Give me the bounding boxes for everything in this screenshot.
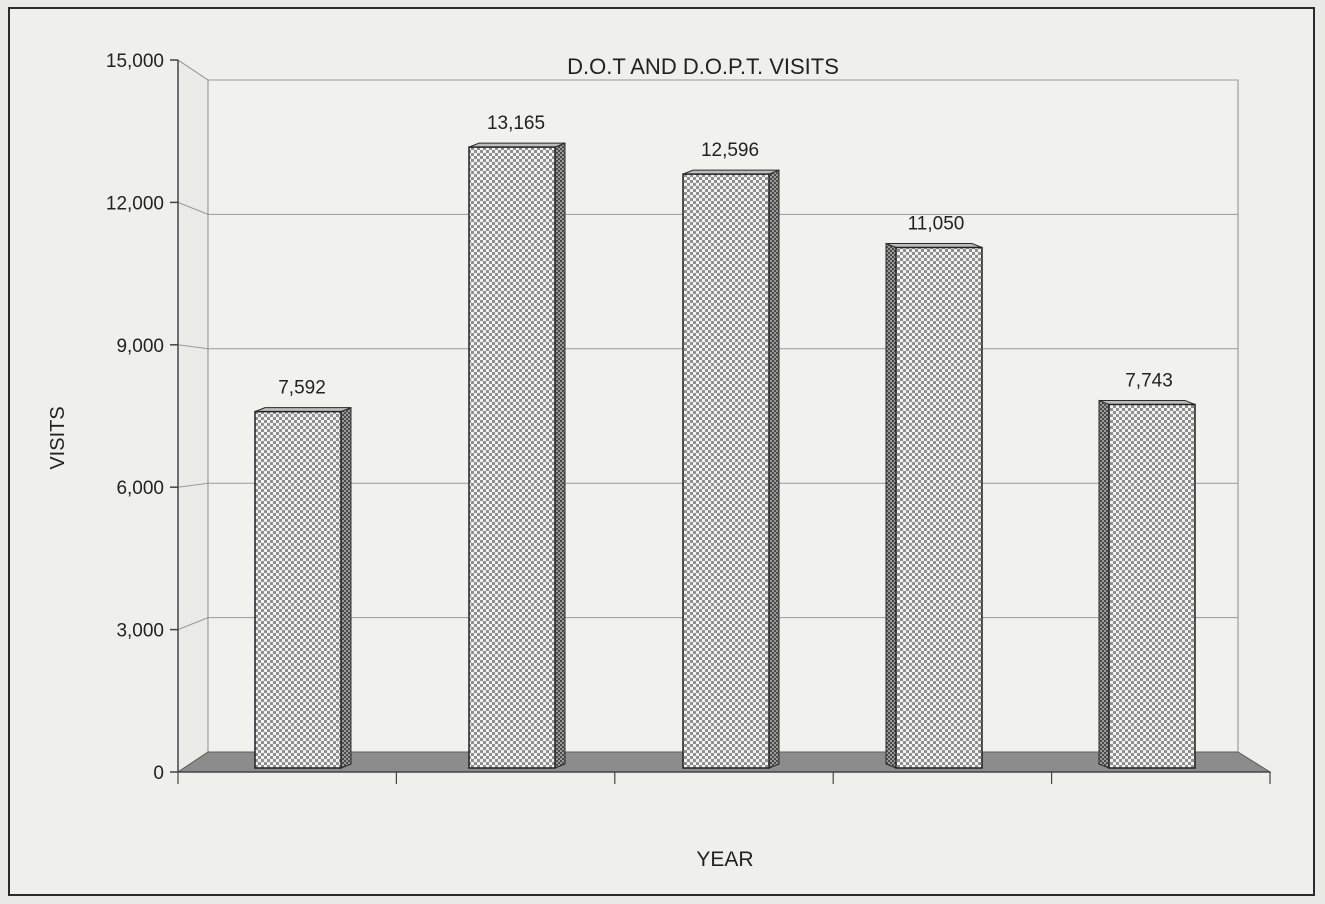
- bar-side: [554, 142, 566, 769]
- x-ticks: [177, 772, 1271, 784]
- gridline-side: [177, 201, 209, 215]
- x-axis-label: YEAR: [696, 848, 753, 871]
- data-label: 13,165: [487, 113, 545, 134]
- side-wall: [177, 59, 209, 773]
- bar-front: [468, 146, 556, 769]
- bar-front: [1108, 403, 1196, 769]
- data-label: 7,592: [278, 378, 326, 399]
- chart-title: D.O.T AND D.O.P.T. VISITS: [567, 54, 839, 79]
- data-label: 12,596: [701, 140, 759, 161]
- y-tick-label: 0: [153, 763, 164, 784]
- y-tick-label: 3,000: [116, 621, 164, 642]
- bars: [254, 142, 1196, 769]
- y-tick-label: 9,000: [116, 336, 164, 357]
- bar: [682, 169, 780, 769]
- data-label: 11,050: [908, 213, 965, 234]
- bar: [254, 406, 352, 769]
- y-tick-label: 15,000: [106, 51, 164, 72]
- bar: [468, 142, 566, 769]
- bar: [885, 242, 983, 769]
- gridline-side: [177, 617, 209, 631]
- y-ticks: 0 3,000 6,000 9,000 12,000 15,000: [106, 51, 178, 784]
- bar-side: [768, 169, 780, 769]
- bar-front: [254, 410, 342, 769]
- data-label: 7,743: [1125, 370, 1173, 391]
- y-tick-label: 12,000: [106, 193, 164, 214]
- bar-front: [895, 246, 983, 769]
- gridline-side: [177, 344, 209, 350]
- y-tick-label: 6,000: [116, 478, 164, 499]
- bar-side: [340, 406, 352, 769]
- gridline-side: [177, 482, 209, 488]
- bar: [1098, 399, 1196, 769]
- gridline-side: [177, 59, 209, 81]
- bar-front: [682, 173, 770, 769]
- bar-side: [885, 242, 897, 769]
- bar-side: [1098, 399, 1110, 769]
- y-axis-label: VISITS: [47, 406, 69, 469]
- data-labels: 7,592 13,165 12,596 11,050 7,743: [278, 113, 1173, 399]
